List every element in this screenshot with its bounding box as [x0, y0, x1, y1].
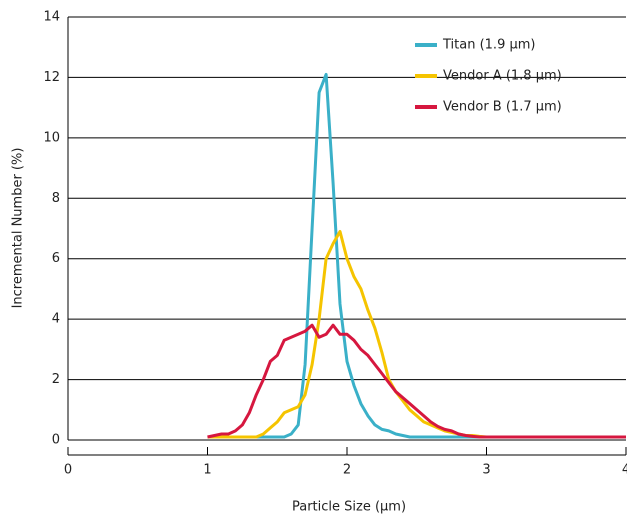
y-tick-label: 4 [52, 312, 60, 327]
x-tick-label: 4 [622, 463, 627, 478]
x-tick-label: 3 [482, 463, 490, 478]
y-tick-label: 10 [43, 130, 60, 145]
data-line [207, 323, 626, 439]
x-tick-label: 1 [203, 463, 211, 478]
x-tick-label: 0 [64, 463, 72, 478]
legend-label: Vendor A (1.8 µm) [443, 69, 562, 84]
data-line [207, 230, 626, 439]
y-tick-label: 6 [52, 251, 60, 266]
y-axis-label: Incremental Number (%) [11, 148, 26, 309]
x-tick-label: 2 [343, 463, 351, 478]
legend-label: Vendor B (1.7 µm) [443, 100, 562, 115]
y-tick-label: 0 [52, 433, 60, 448]
legend-label: Titan (1.9 µm) [442, 38, 535, 53]
data-line [207, 72, 626, 439]
x-axis-label: Particle Size (µm) [292, 500, 406, 515]
y-tick-label: 14 [43, 10, 60, 25]
y-tick-label: 12 [43, 70, 60, 85]
y-tick-label: 2 [52, 372, 60, 387]
y-tick-label: 8 [52, 191, 60, 206]
